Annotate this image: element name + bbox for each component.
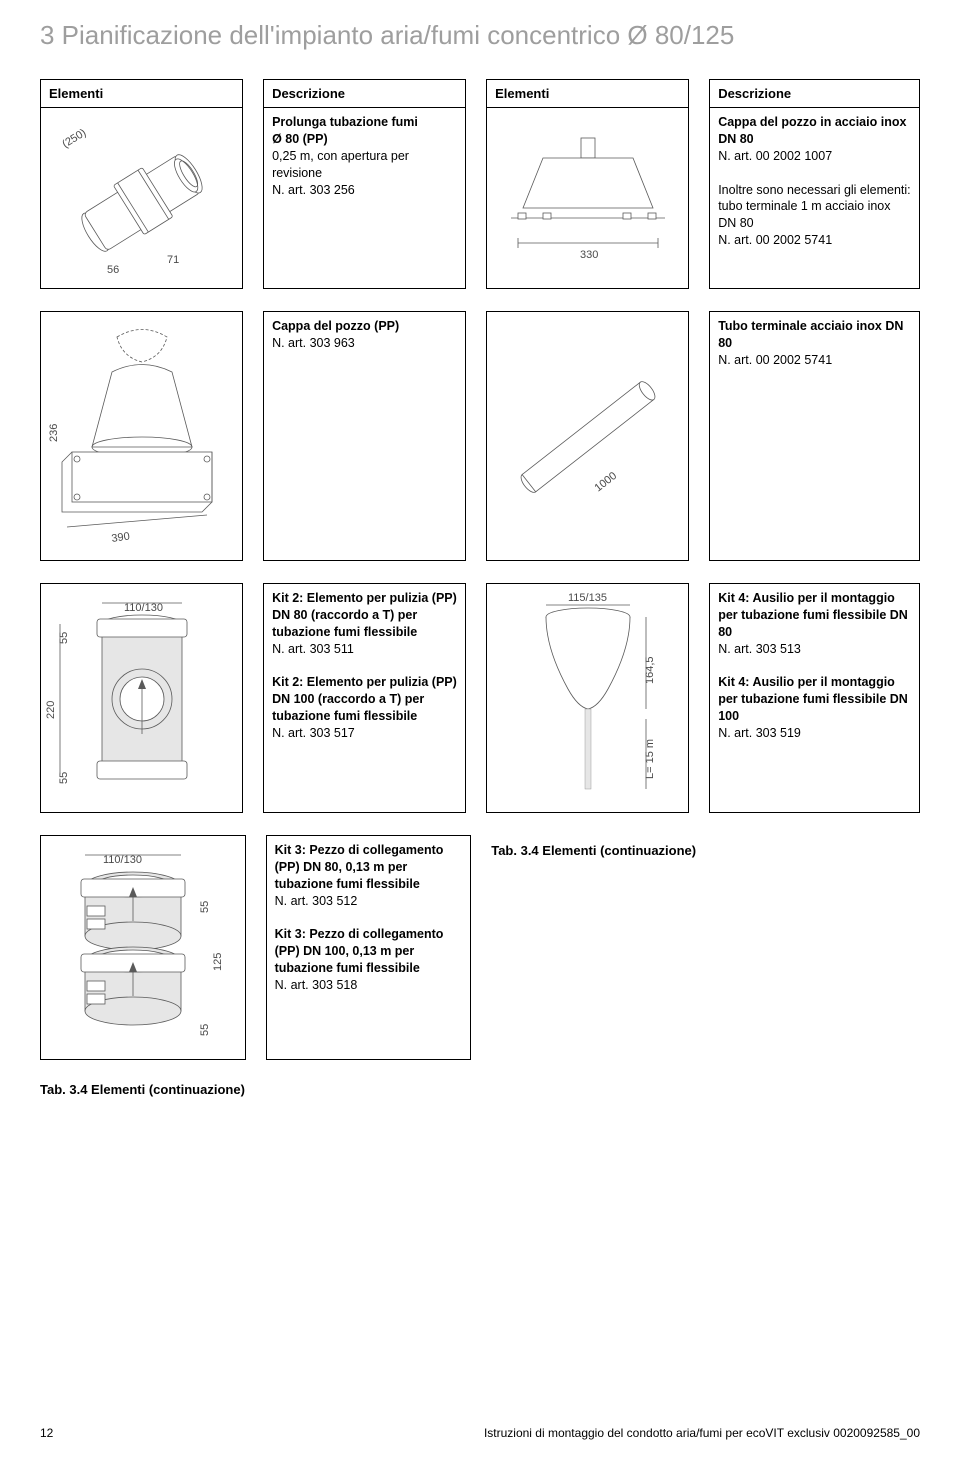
hdr-elementi: Elementi <box>487 80 688 108</box>
txt: N. art. 303 256 <box>272 183 355 197</box>
r3-left-img: 110/130 55 55 220 <box>40 583 243 813</box>
txt: Kit 2: Elemento per pulizia (PP) DN 100 … <box>272 675 457 723</box>
txt: Kit 4: Ausilio per il montaggio per tuba… <box>718 675 908 723</box>
r1-right-img: Elementi 330 <box>486 79 689 289</box>
txt: Kit 4: Ausilio per il montaggio per tuba… <box>718 591 908 639</box>
hdr-desc: Descrizione <box>710 80 919 108</box>
txt: N. art. 303 519 <box>718 726 801 740</box>
txt: N. art. 00 2002 5741 <box>718 353 832 367</box>
txt: Ø 80 (PP) <box>272 132 328 146</box>
dim-330: 330 <box>580 249 598 261</box>
drawing-kit4: 115/135 164,5 L= 15 m <box>488 589 688 809</box>
r1-left-desc: Descrizione Prolunga tubazione fumi Ø 80… <box>263 79 466 289</box>
txt: N. art. 303 963 <box>272 336 355 350</box>
txt: N. art. 303 511 <box>272 642 354 656</box>
drawing-prolunga: (250) 71 56 <box>47 113 237 283</box>
txt: Prolunga tubazione fumi <box>272 115 418 129</box>
dim-250: (250) <box>60 127 88 151</box>
tab-caption-right: Tab. 3.4 Elementi (continuazione) <box>491 843 920 858</box>
page-number: 12 <box>40 1426 53 1440</box>
r4-left-desc: Kit 3: Pezzo di collegamento (PP) DN 80,… <box>266 835 472 1060</box>
row-4: 110/130 55 125 55 Kit 3: Pezzo di colleg… <box>40 835 920 1060</box>
txt: N. art. 303 518 <box>275 978 358 992</box>
dim-110-130b: 110/130 <box>103 854 142 866</box>
dim-55c: 55 <box>199 901 211 913</box>
footer-text: Istruzioni di montaggio del condotto ari… <box>484 1426 920 1440</box>
txt: Kit 3: Pezzo di collegamento (PP) DN 100… <box>275 927 444 975</box>
drawing-kit3: 110/130 55 125 55 <box>43 841 243 1056</box>
r2-right-img: 1000 <box>486 311 689 561</box>
hdr-desc: Descrizione <box>264 80 465 108</box>
dim-115-135: 115/135 <box>568 592 607 604</box>
dim-55d: 55 <box>199 1024 211 1036</box>
txt: N. art. 00 2002 1007 <box>718 149 832 163</box>
drawing-cappa-pp: 236 390 <box>42 317 242 557</box>
txt: 0,25 m, con apertura per revisione <box>272 149 409 180</box>
txt: Kit 2: Elemento per pulizia (PP) DN 80 (… <box>272 591 457 639</box>
drawing-kit2: 110/130 55 55 220 <box>42 589 242 809</box>
section-title: 3 Pianificazione dell'impianto aria/fumi… <box>40 20 920 51</box>
dim-220: 220 <box>45 701 57 719</box>
txt: Cappa del pozzo (PP) <box>272 319 399 333</box>
r4-right-caption-wrap: Tab. 3.4 Elementi (continuazione) <box>491 835 920 1060</box>
r2-right-desc: Tubo terminale acciaio inox DN 80 N. art… <box>709 311 920 561</box>
r1-right-desc: Descrizione Cappa del pozzo in acciaio i… <box>709 79 920 289</box>
r1-left-img: Elementi (250) 71 56 <box>40 79 243 289</box>
txt: N. art. 00 2002 5741 <box>718 233 832 247</box>
r3-right-img: 115/135 164,5 L= 15 m <box>486 583 689 813</box>
txt: Kit 3: Pezzo di collegamento (PP) DN 80,… <box>275 843 444 891</box>
txt: tubo terminale 1 m acciaio inox DN 80 <box>718 199 890 230</box>
dim-1000: 1000 <box>592 470 619 495</box>
dim-390: 390 <box>110 531 130 545</box>
txt: Tubo terminale acciaio inox DN 80 <box>718 319 903 350</box>
txt: N. art. 303 517 <box>272 726 355 740</box>
r2-left-desc: Cappa del pozzo (PP) N. art. 303 963 <box>263 311 466 561</box>
hdr-elementi: Elementi <box>41 80 242 108</box>
dim-56: 56 <box>107 264 119 276</box>
r2-left-img: 236 390 <box>40 311 243 561</box>
dim-71: 71 <box>167 254 179 266</box>
r4-left-img: 110/130 55 125 55 <box>40 835 246 1060</box>
r3-right-desc: Kit 4: Ausilio per il montaggio per tuba… <box>709 583 920 813</box>
txt: N. art. 303 512 <box>275 894 358 908</box>
drawing-tubo-inox: 1000 <box>488 317 688 557</box>
footer: 12 Istruzioni di montaggio del condotto … <box>40 1426 920 1440</box>
tab-caption-bottom: Tab. 3.4 Elementi (continuazione) <box>40 1082 920 1097</box>
row-3: 110/130 55 55 220 Kit 2: Elemento per pu… <box>40 583 920 813</box>
dim-125: 125 <box>212 953 224 971</box>
txt: Inoltre sono necessari gli elementi: <box>718 183 910 197</box>
dim-110-130: 110/130 <box>124 602 163 614</box>
txt: Cappa del pozzo in acciaio inox DN 80 <box>718 115 906 146</box>
dim-236: 236 <box>48 424 60 442</box>
row-2: 236 390 Cappa del pozzo (PP) N. art. 303… <box>40 311 920 561</box>
txt: N. art. 303 513 <box>718 642 801 656</box>
drawing-cappa-inox: 330 <box>493 113 683 283</box>
row-1: Elementi (250) 71 56 Descrizione <box>40 79 920 289</box>
r3-left-desc: Kit 2: Elemento per pulizia (PP) DN 80 (… <box>263 583 466 813</box>
